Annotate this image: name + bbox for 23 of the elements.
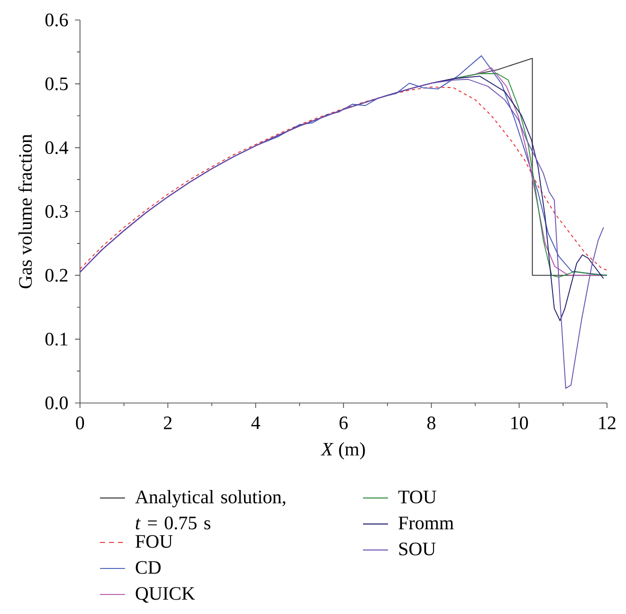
x-tick-label: 4 <box>251 416 260 430</box>
y-tick-label: 0.6 <box>45 14 68 26</box>
legend-label: SOU <box>399 542 436 556</box>
legend-label: CD <box>136 561 161 574</box>
x-tick-label: 12 <box>599 416 616 430</box>
x-tick-label: 6 <box>340 416 348 430</box>
x-tick-label: 8 <box>427 416 436 430</box>
legend-label: Fromm <box>398 516 454 530</box>
y-axis-title: Gas volume fraction <box>18 134 32 288</box>
y-tick-label: 0.2 <box>45 268 68 282</box>
x-axis-title: X (m) <box>320 442 365 460</box>
legend-label: Analytical solution, t = 0.75 s <box>135 490 286 530</box>
legend-label: QUICK <box>136 587 195 603</box>
legend-label: TOU <box>398 490 436 504</box>
y-tick-label: 0.3 <box>45 205 68 218</box>
x-tick-label: 2 <box>164 416 172 430</box>
y-tick-label: 0.5 <box>45 77 68 90</box>
x-tick-label: 0 <box>76 416 84 430</box>
y-tick-label: 0.4 <box>45 141 68 154</box>
x-tick-label: 10 <box>511 416 528 430</box>
y-tick-label: 0.0 <box>45 396 68 410</box>
legend-label: FOU <box>136 535 173 548</box>
y-tick-label: 0.1 <box>45 332 68 346</box>
